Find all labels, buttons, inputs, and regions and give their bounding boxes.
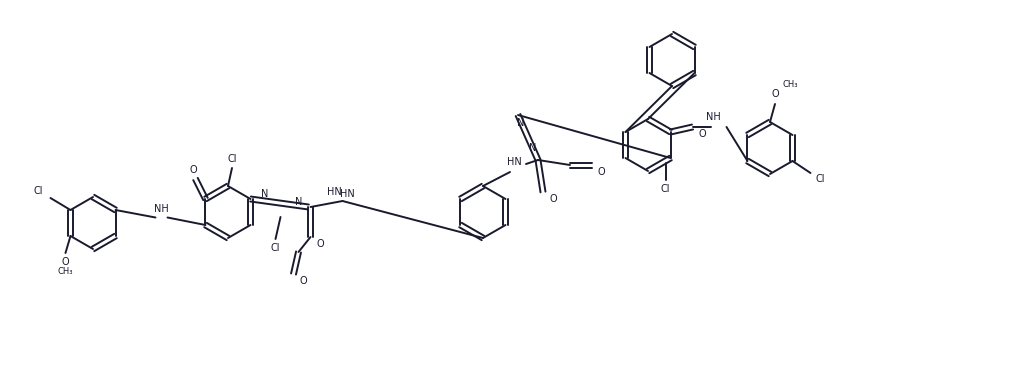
Text: Cl: Cl [34, 186, 43, 196]
Text: N: N [518, 118, 525, 128]
Text: O: O [549, 194, 557, 204]
Text: Cl: Cl [661, 184, 670, 194]
Text: O: O [597, 167, 605, 177]
Text: NH: NH [706, 112, 721, 122]
Text: N: N [295, 197, 303, 207]
Text: N: N [260, 189, 269, 199]
Text: HN: HN [506, 157, 522, 167]
Text: O: O [317, 239, 324, 249]
Text: HN: HN [327, 187, 342, 197]
Text: O: O [699, 129, 706, 139]
Text: Cl: Cl [816, 174, 825, 184]
Text: HN: HN [341, 189, 355, 199]
Text: Cl: Cl [271, 243, 280, 253]
Text: O: O [299, 276, 308, 286]
Text: Cl: Cl [227, 154, 237, 164]
Text: O: O [189, 165, 198, 175]
Text: O: O [771, 89, 779, 99]
Text: O: O [62, 257, 69, 267]
Text: CH₃: CH₃ [782, 80, 797, 89]
Text: CH₃: CH₃ [58, 267, 73, 276]
Text: N: N [529, 143, 537, 153]
Text: NH: NH [154, 203, 169, 214]
